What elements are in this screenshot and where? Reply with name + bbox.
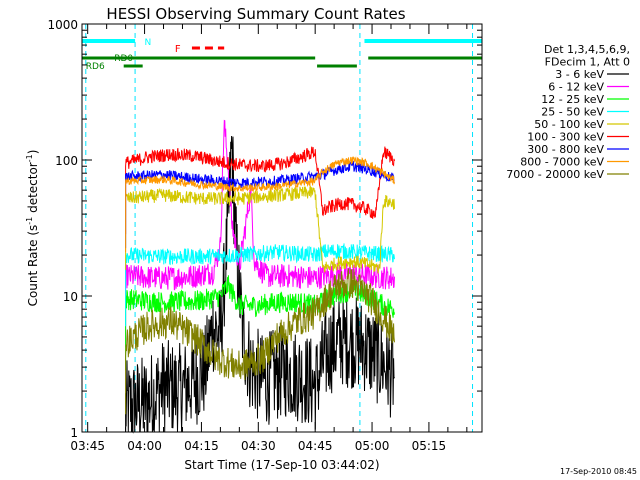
y-axis-label-end: ) (26, 150, 40, 155)
series-line-7 (125, 156, 395, 253)
y-tick-label: 1 (70, 426, 78, 440)
series-line-0 (125, 135, 395, 434)
plot-frame (81, 23, 483, 433)
series-line-6 (125, 160, 395, 249)
legend-entry-label: 3 - 6 keV (555, 68, 604, 81)
legend-entry-label: 7000 - 20000 keV (506, 168, 604, 181)
y-axis-label-main: Count Rate (s (26, 225, 40, 307)
y-axis-label-sup2: -1 (25, 154, 34, 162)
x-tick-label: 04:15 (184, 439, 219, 453)
flag-label-f: F (175, 44, 181, 55)
x-tick-label: 04:00 (127, 439, 162, 453)
y-axis-label: Count Rate (s-1 detector-1) (25, 150, 40, 307)
legend-entry-label: 300 - 800 keV (527, 143, 604, 156)
legend-entry-label: 100 - 300 keV (527, 131, 604, 144)
flag-label-rd0: RD0 (114, 54, 133, 64)
chart-title: HESSI Observing Summary Count Rates (106, 5, 405, 23)
series-line-3 (125, 243, 395, 327)
y-tick-label: 100 (55, 154, 78, 168)
y-axis-label-sup1: -1 (25, 217, 34, 225)
plot-area: N F RD0 RD6 (82, 24, 482, 434)
series-line-1 (125, 119, 395, 348)
flag-label-rd6: RD6 (86, 62, 105, 72)
series-line-8 (125, 268, 395, 415)
y-tick-label: 10 (63, 290, 78, 304)
x-tick-label: 03:45 (70, 439, 105, 453)
timestamp: 17-Sep-2010 08:45 (560, 467, 637, 476)
legend-entry-label: 50 - 100 keV (534, 118, 604, 131)
x-tick-label: 05:15 (412, 439, 447, 453)
legend: Det 1,3,4,5,6,9,FDecim 1, Att 03 - 6 keV… (506, 43, 630, 181)
series-line-4 (125, 185, 395, 274)
series-line-5 (125, 146, 395, 235)
x-tick-label: 05:00 (355, 439, 390, 453)
flag-label-n: N (145, 38, 152, 48)
x-tick-label: 04:30 (241, 439, 276, 453)
y-axis-label-mid: detector (26, 162, 40, 217)
legend-entry-label: 800 - 7000 keV (520, 156, 604, 169)
x-axis-label: Start Time (17-Sep-10 03:44:02) (184, 458, 379, 472)
legend-entry-label: 12 - 25 keV (541, 93, 604, 106)
y-tick-label: 1000 (47, 18, 78, 32)
legend-header: FDecim 1, Att 0 (545, 56, 630, 69)
axis-ticks: 1 10 100 1000 03:45 04:00 04:15 04:30 04:45 05:00… (47, 18, 482, 453)
x-tick-label: 04:45 (298, 439, 333, 453)
legend-entry-label: 25 - 50 keV (541, 106, 604, 119)
legend-header: Det 1,3,4,5,6,9, (544, 43, 630, 56)
legend-entry-label: 6 - 12 keV (548, 81, 604, 94)
